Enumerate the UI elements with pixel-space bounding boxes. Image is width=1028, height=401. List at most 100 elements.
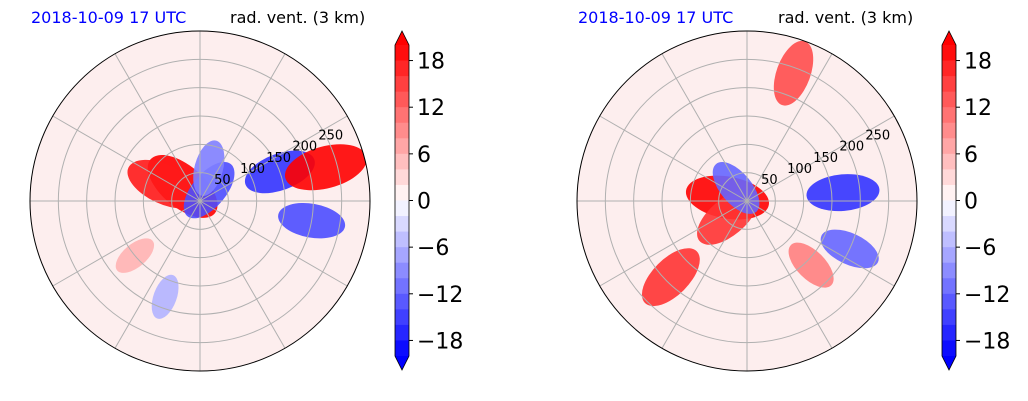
colorbar-tick-label: 0 [417, 190, 431, 215]
colorbar-tick-label: −18 [964, 329, 1010, 354]
colorbar-tick-label: 12 [417, 96, 445, 121]
range-ring-label: 150 [813, 151, 838, 166]
colorbar-segment [942, 309, 956, 326]
colorbar-segment [395, 122, 409, 139]
colorbar-tick-label: −6 [964, 236, 996, 261]
colorbar-segment [395, 309, 409, 326]
range-ring-label: 50 [214, 173, 231, 188]
field-label: rad. vent. (3 km) [778, 8, 914, 27]
colorbar-segment [395, 45, 409, 62]
colorbar-segment [942, 324, 956, 341]
radial-spoke [199, 115, 348, 202]
colorbar-segment [395, 200, 409, 217]
data-layer [641, 40, 880, 307]
colorbar-segment [395, 324, 409, 341]
colorbar-tick-label: 18 [964, 50, 992, 75]
colorbar-tick-label: 6 [964, 143, 978, 168]
range-ring-label: 100 [240, 162, 265, 177]
radial-spoke [114, 53, 201, 202]
radial-spoke [52, 115, 201, 202]
radial-spoke [599, 115, 748, 202]
radial-spoke [599, 200, 748, 287]
colorbar-segment [395, 247, 409, 264]
panel-right: 2018-10-09 17 UTC rad. vent. (3 km) 50 10… [547, 0, 1028, 401]
colorbar-extend-max [942, 31, 956, 45]
colorbar-tick-label: −18 [417, 329, 463, 354]
field-label: rad. vent. (3 km) [230, 8, 366, 27]
colorbar-extend-max [395, 31, 409, 45]
radial-spoke [661, 53, 748, 202]
colorbar-segment [942, 122, 956, 139]
colorbar-segment [395, 153, 409, 170]
colorbar-segment [942, 216, 956, 233]
colorbar-segment [395, 262, 409, 279]
colorbar-segment [395, 169, 409, 186]
radial-spoke [199, 53, 286, 202]
radial-spoke [199, 200, 286, 349]
range-ring-label: 150 [266, 151, 291, 166]
colorbar-tick-label: −12 [964, 283, 1010, 308]
data-cell [641, 248, 700, 307]
plot-border [29, 30, 371, 372]
panel-left: 2018-10-09 17 UTC rad. vent. (3 km) 50 10… [29, 8, 463, 372]
range-ring-label: 100 [787, 162, 812, 177]
colorbar-outline [394, 30, 410, 371]
time-label: 2018-10-09 17 UTC [578, 8, 734, 27]
range-ring-label: 200 [292, 140, 317, 155]
colorbar-segment [395, 60, 409, 77]
colorbar-segment [942, 138, 956, 155]
range-ring-label: 250 [865, 129, 890, 144]
radial-spoke [661, 200, 748, 349]
colorbar-segment [942, 91, 956, 108]
radial-spoke [746, 200, 833, 349]
colorbar-segment [395, 91, 409, 108]
plot-border [576, 30, 918, 372]
colorbar-tick-label: −12 [417, 283, 463, 308]
data-cell [193, 140, 225, 196]
colorbar-segment [942, 45, 956, 62]
range-ring-label: 200 [839, 140, 864, 155]
colorbar-tick-label: 6 [417, 143, 431, 168]
colorbar-segment [942, 200, 956, 217]
colorbar-segment [395, 76, 409, 93]
colorbar-segment [395, 340, 409, 357]
radial-spoke [199, 200, 348, 287]
colorbar-segment [942, 76, 956, 93]
colorbar-segment [942, 278, 956, 295]
radial-spoke [114, 200, 201, 349]
data-cell [806, 174, 880, 212]
range-ring-label: 250 [318, 129, 343, 144]
colorbar-segment [395, 231, 409, 248]
colorbar-tick-label: 18 [417, 50, 445, 75]
colorbar-segment [395, 293, 409, 310]
colorbar-segment [395, 138, 409, 155]
range-ring-label: 50 [761, 173, 778, 188]
colorbar-segment [395, 278, 409, 295]
colorbar-segment [942, 60, 956, 77]
colorbar-segment [942, 293, 956, 310]
colorbar-segment [942, 247, 956, 264]
colorbar-segment [395, 107, 409, 124]
time-label: 2018-10-09 17 UTC [31, 8, 187, 27]
colorbar-tick-label: 0 [964, 190, 978, 215]
data-cell [773, 40, 814, 106]
radial-spoke [746, 53, 833, 202]
radial-spoke [746, 115, 895, 202]
colorbar-tick-label: −6 [417, 236, 449, 261]
radial-spoke [746, 200, 895, 287]
colorbar-extend-min [395, 356, 409, 370]
data-cell [127, 159, 201, 209]
data-cell [284, 144, 367, 191]
colorbar-segment [395, 184, 409, 201]
colorbar-segment [942, 107, 956, 124]
colorbar-tick-label: 12 [964, 96, 992, 121]
colorbar-outline [941, 30, 957, 371]
colorbar-segment [942, 169, 956, 186]
colorbar-segment [942, 340, 956, 357]
colorbar-segment [942, 262, 956, 279]
radial-spoke [52, 200, 201, 287]
colorbar-extend-min [942, 356, 956, 370]
data-cell [788, 242, 834, 288]
